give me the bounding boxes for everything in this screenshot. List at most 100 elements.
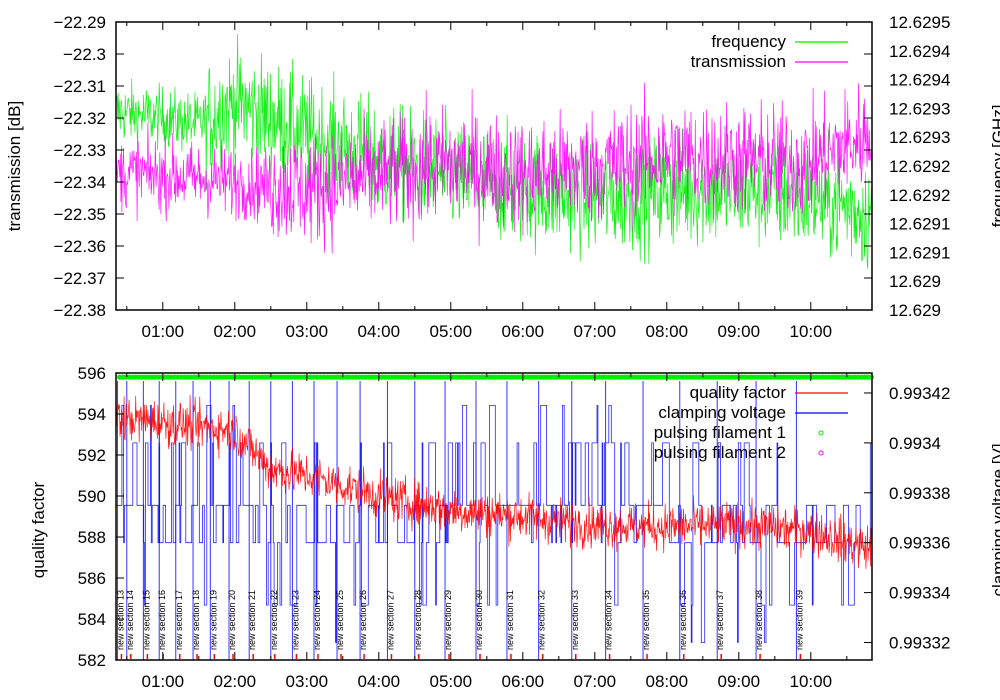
x-tick-label: 04:00 bbox=[358, 672, 401, 691]
y-tick-label: 596 bbox=[78, 364, 106, 383]
y2-tick-label: 0.99342 bbox=[889, 384, 950, 403]
section-annotations: new section 13 new section 14 new section … bbox=[115, 590, 804, 659]
legend-label-pulsing-filament-2: pulsing filament 2 bbox=[654, 443, 786, 462]
legend-label-pulsing-filament-1: pulsing filament 1 bbox=[654, 423, 786, 442]
section-label: new section 13 bbox=[115, 590, 125, 650]
legend-label-clamping-voltage: clamping voltage bbox=[658, 403, 786, 422]
x-tick-label: 10:00 bbox=[790, 672, 833, 691]
y2-tick-label: 12.6294 bbox=[889, 42, 950, 61]
section-label: new section 22 bbox=[269, 590, 279, 650]
section-label: new section 21 bbox=[247, 590, 257, 650]
x-tick-label: 07:00 bbox=[574, 672, 617, 691]
y2-tick-label: 0.99334 bbox=[889, 584, 950, 603]
x-tick-label: 02:00 bbox=[214, 672, 257, 691]
y-tick-label: −22.37 bbox=[54, 269, 106, 288]
x-tick-label: 06:00 bbox=[502, 672, 545, 691]
x-tick-label: 09:00 bbox=[718, 672, 761, 691]
bottom-plot-area bbox=[115, 374, 874, 660]
y2-tick-label: 12.6293 bbox=[889, 99, 950, 118]
section-label: new section 19 bbox=[208, 590, 218, 650]
y-tick-label: −22.38 bbox=[54, 301, 106, 320]
bottom-plot-frame bbox=[115, 372, 873, 661]
y2-tick-label: 12.6293 bbox=[889, 128, 950, 147]
y-tick-label: 590 bbox=[78, 487, 106, 506]
series-line-transmission bbox=[115, 82, 873, 254]
legend-label-quality-factor: quality factor bbox=[690, 383, 787, 402]
section-label: new section 28 bbox=[413, 590, 423, 650]
x-tick-label: 07:00 bbox=[574, 322, 617, 341]
x-tick-label: 02:00 bbox=[214, 322, 257, 341]
x-tick-label: 06:00 bbox=[502, 322, 545, 341]
section-label: new section 18 bbox=[191, 590, 201, 650]
section-label: new section 20 bbox=[227, 590, 237, 650]
y2-tick-label: 0.99338 bbox=[889, 484, 950, 503]
x-tick-label: 01:00 bbox=[142, 322, 185, 341]
y2-tick-label: 12.629 bbox=[889, 272, 941, 291]
section-label: new section 27 bbox=[385, 590, 395, 650]
y2-tick-label: 0.99332 bbox=[889, 634, 950, 653]
legend-marker-pulsing-filament-2 bbox=[818, 450, 824, 456]
x-tick-label: 08:00 bbox=[646, 672, 689, 691]
section-label: new section 36 bbox=[678, 590, 688, 650]
series-line-quality-factor bbox=[115, 394, 873, 569]
y2-tick-label: 12.629 bbox=[889, 301, 941, 320]
section-label: new section 30 bbox=[474, 590, 484, 650]
section-label: new section 33 bbox=[570, 590, 580, 650]
y-tick-label: 588 bbox=[78, 528, 106, 547]
legend-label-frequency: frequency bbox=[711, 32, 786, 51]
top-axes: −22.29 −22.3 −22.31 −22.32 −22.33 −22.34 −22.3… bbox=[54, 13, 951, 341]
y-tick-label: 584 bbox=[78, 610, 106, 629]
section-label: new section 31 bbox=[505, 590, 515, 650]
section-label: new section 37 bbox=[715, 590, 725, 650]
y-tick-label: −22.33 bbox=[54, 141, 106, 160]
section-label: new section 17 bbox=[174, 590, 184, 650]
section-label: new section 26 bbox=[358, 590, 368, 650]
section-label: new section 25 bbox=[335, 590, 345, 650]
section-label: new section 34 bbox=[604, 590, 614, 650]
bottom-y-axis-label: quality factor bbox=[29, 481, 48, 578]
section-label: new section 29 bbox=[443, 590, 453, 650]
section-label: new section 39 bbox=[794, 590, 804, 650]
x-tick-label: 01:00 bbox=[142, 672, 185, 691]
section-label: new section 23 bbox=[290, 590, 300, 650]
section-label: new section 35 bbox=[641, 590, 651, 650]
x-tick-label: 03:00 bbox=[286, 672, 329, 691]
top-panel: −22.29 −22.3 −22.31 −22.32 −22.33 −22.34 −22.3… bbox=[5, 13, 1000, 341]
section-label: new section 15 bbox=[141, 590, 151, 650]
x-tick-label: 10:00 bbox=[790, 322, 833, 341]
legend-marker-pulsing-filament-1 bbox=[818, 430, 824, 436]
y2-tick-label: 0.9934 bbox=[889, 434, 941, 453]
section-label: new section 16 bbox=[157, 590, 167, 650]
y-tick-label: −22.36 bbox=[54, 237, 106, 256]
y-tick-label: 592 bbox=[78, 446, 106, 465]
y2-tick-label: 12.6294 bbox=[889, 71, 950, 90]
y2-tick-label: 12.6295 bbox=[889, 13, 950, 32]
x-tick-label: 05:00 bbox=[430, 672, 473, 691]
y-tick-label: 582 bbox=[78, 651, 106, 670]
y2-tick-label: 12.6291 bbox=[889, 243, 950, 262]
section-label: new section 24 bbox=[312, 590, 322, 650]
y-tick-label: −22.31 bbox=[54, 77, 106, 96]
legend-label-transmission: transmission bbox=[691, 52, 786, 71]
section-label: new section 32 bbox=[537, 590, 547, 650]
y2-tick-label: 0.99336 bbox=[889, 534, 950, 553]
top-y2-axis-label: frequency [GHz] bbox=[989, 105, 1000, 228]
section-label: new section 14 bbox=[125, 590, 135, 650]
bottom-axes: 596 594 592 590 588 586 584 582 0.99342 0.9934 0.9… bbox=[78, 364, 951, 691]
x-tick-label: 09:00 bbox=[718, 322, 761, 341]
bottom-legend: quality factor clamping voltage pulsing … bbox=[654, 383, 848, 462]
y-tick-label: −22.35 bbox=[54, 205, 106, 224]
y-tick-label: −22.32 bbox=[54, 109, 106, 128]
y-tick-label: −22.29 bbox=[54, 13, 106, 32]
y2-tick-label: 12.6292 bbox=[889, 157, 950, 176]
y2-tick-label: 12.6291 bbox=[889, 215, 950, 234]
section-label: new section 38 bbox=[754, 590, 764, 650]
bottom-panel: new section 13 new section 14 new section … bbox=[29, 364, 1000, 691]
y-tick-label: 594 bbox=[78, 405, 106, 424]
x-tick-label: 03:00 bbox=[286, 322, 329, 341]
top-plot-area bbox=[115, 33, 873, 269]
y2-tick-label: 12.6292 bbox=[889, 186, 950, 205]
y-tick-label: −22.3 bbox=[63, 45, 106, 64]
x-tick-label: 08:00 bbox=[646, 322, 689, 341]
